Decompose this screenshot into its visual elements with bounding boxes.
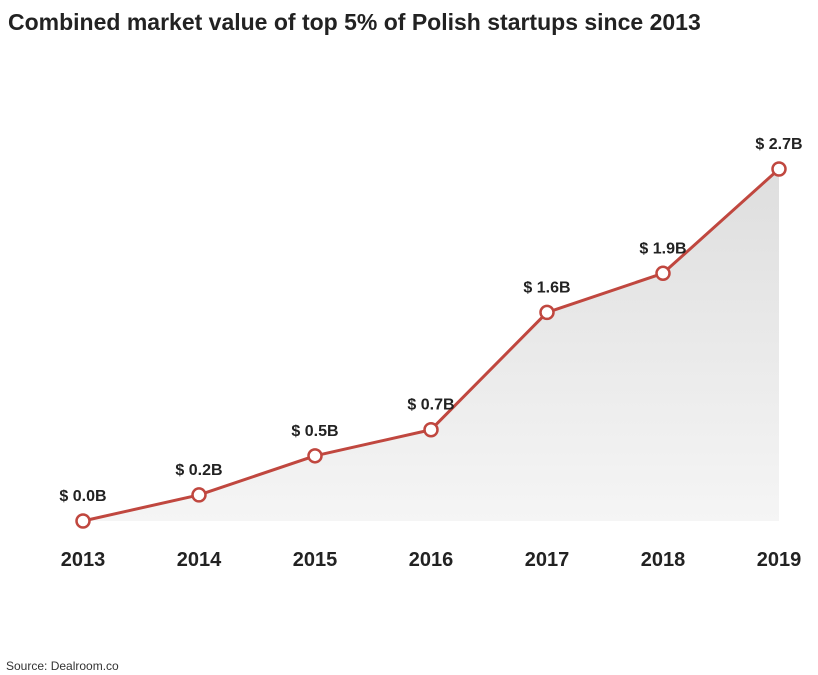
data-label-2014: $ 0.2B bbox=[175, 462, 222, 479]
data-label-2019: $ 2.7B bbox=[755, 136, 802, 153]
chart-title: Combined market value of top 5% of Polis… bbox=[8, 9, 701, 35]
area-fill bbox=[83, 169, 779, 521]
data-point-2016 bbox=[423, 421, 439, 438]
x-tick-label-2016: 2016 bbox=[409, 549, 454, 571]
data-label-2013: $ 0.0B bbox=[59, 488, 106, 505]
data-point-2015 bbox=[307, 448, 323, 464]
data-point-2014 bbox=[191, 487, 207, 503]
x-tick-label-2017: 2017 bbox=[525, 549, 570, 571]
x-tick-label-2019: 2019 bbox=[757, 549, 802, 571]
data-point-2017 bbox=[539, 304, 555, 321]
x-tick-label-2015: 2015 bbox=[293, 549, 338, 571]
data-label-2015: $ 0.5B bbox=[291, 423, 338, 440]
data-label-2018: $ 1.9B bbox=[639, 240, 686, 257]
source-note: Source: Dealroom.co bbox=[6, 659, 119, 673]
data-label-2016: $ 0.7B bbox=[407, 397, 454, 414]
x-tick-label-2014: 2014 bbox=[177, 549, 222, 571]
data-point-2018 bbox=[655, 265, 671, 282]
data-point-2019 bbox=[771, 161, 787, 177]
x-tick-label-2018: 2018 bbox=[641, 549, 686, 571]
data-point-2013 bbox=[75, 513, 91, 529]
data-label-2017: $ 1.6B bbox=[523, 279, 570, 296]
x-tick-label-2013: 2013 bbox=[61, 549, 106, 571]
